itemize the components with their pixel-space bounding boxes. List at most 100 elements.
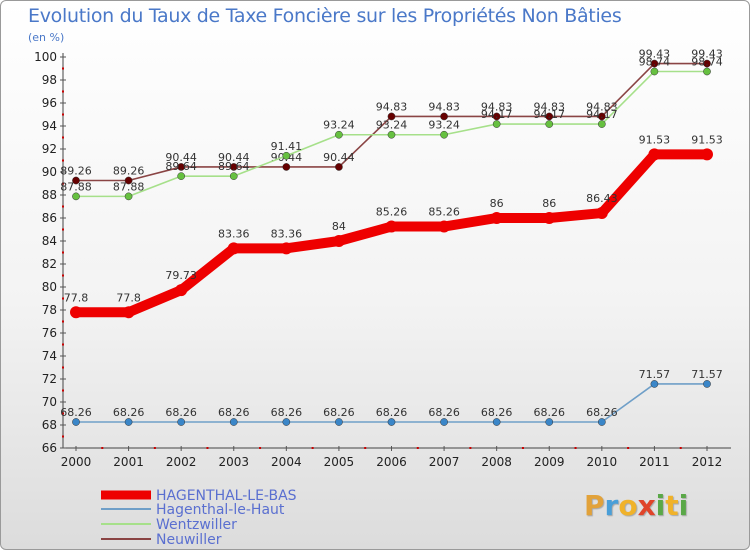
data-label: 91.41 xyxy=(271,140,303,153)
data-label: 90.44 xyxy=(218,151,250,164)
data-point xyxy=(72,418,80,426)
data-point xyxy=(648,148,661,161)
data-point xyxy=(335,418,343,426)
data-point xyxy=(703,59,711,68)
series-wentzwiller: 87.88 87.88 89.64 89.64 91.41 93.24 93.24 93.24… xyxy=(60,55,723,201)
data-label: 83.36 xyxy=(271,227,303,240)
x-tick-label: 2000 xyxy=(61,455,92,469)
data-point xyxy=(335,163,343,171)
data-point xyxy=(124,418,133,426)
data-label: 93.24 xyxy=(323,119,355,132)
legend-label: Wentzwiller xyxy=(156,517,237,533)
data-point xyxy=(650,59,659,68)
data-point xyxy=(332,235,345,247)
y-tick-label: 74 xyxy=(42,349,57,363)
data-point xyxy=(701,148,713,161)
legend-entry: Wentzwiller xyxy=(101,517,237,533)
y-minor-tick xyxy=(62,343,64,346)
data-point xyxy=(490,212,503,224)
x-minor-tick xyxy=(679,447,682,449)
y-tick-label: 78 xyxy=(42,303,57,317)
logo-letter: i xyxy=(678,489,689,522)
data-point xyxy=(597,120,606,128)
data-point xyxy=(282,151,291,160)
data-label: 93.24 xyxy=(428,119,460,132)
data-point xyxy=(387,130,396,139)
data-label: 94.83 xyxy=(428,100,460,113)
y-minor-tick xyxy=(62,67,64,70)
y-tick-label: 82 xyxy=(42,257,57,271)
y-minor-tick xyxy=(62,136,64,139)
y-tick-label: 80 xyxy=(42,280,57,294)
logo-letter: t xyxy=(665,489,679,522)
data-label: 90.44 xyxy=(165,151,197,164)
y-minor-tick xyxy=(62,435,64,438)
data-label: 68.26 xyxy=(165,406,197,419)
y-minor-tick xyxy=(62,320,64,323)
y-minor-tick xyxy=(62,228,64,231)
data-point xyxy=(124,176,133,185)
y-tick-label: 70 xyxy=(42,395,57,409)
data-label: 86.43 xyxy=(586,192,618,205)
y-minor-tick xyxy=(62,159,64,162)
data-label: 68.26 xyxy=(271,406,303,419)
y-tick-label: 76 xyxy=(42,326,57,340)
data-point xyxy=(227,242,240,255)
data-label: 68.26 xyxy=(534,406,566,419)
x-minor-tick xyxy=(574,447,577,449)
data-point xyxy=(282,163,291,171)
data-point xyxy=(438,220,451,233)
data-point xyxy=(545,418,554,426)
legend-entry: Hagenthal-le-Haut xyxy=(101,502,285,518)
y-minor-tick xyxy=(62,90,64,93)
data-point xyxy=(70,306,82,319)
data-label: 68.26 xyxy=(323,406,355,419)
data-label: 90.44 xyxy=(323,151,355,164)
x-tick-label: 2005 xyxy=(324,455,355,469)
data-point xyxy=(177,163,186,171)
data-point xyxy=(545,120,554,128)
data-label: 86 xyxy=(490,197,504,210)
data-point xyxy=(703,67,711,76)
y-tick-label: 88 xyxy=(42,188,57,202)
data-point xyxy=(440,130,448,139)
chart-title: Evolution du Taux de Taxe Foncière sur l… xyxy=(28,5,622,27)
data-point xyxy=(597,418,606,426)
x-tick-label: 2007 xyxy=(429,455,460,469)
data-label: 94.17 xyxy=(481,108,513,121)
logo-letter: i xyxy=(655,489,666,522)
legend-entry: HAGENTHAL-LE-BAS xyxy=(101,488,297,504)
legend-label: Hagenthal-le-Haut xyxy=(156,502,285,518)
series-neuwiller: 89.2689.2690.4490.4490.4490.4494.8394.83… xyxy=(60,48,723,185)
data-label: 89.26 xyxy=(113,165,145,178)
data-point xyxy=(492,418,501,426)
y-tick-label: 68 xyxy=(42,418,57,432)
y-tick-label: 84 xyxy=(42,234,57,248)
x-minor-tick xyxy=(153,447,156,449)
data-label: 86 xyxy=(542,197,556,210)
data-label: 98.74 xyxy=(639,55,671,68)
x-tick-label: 2010 xyxy=(587,455,618,469)
legend-label: HAGENTHAL-LE-BAS xyxy=(156,488,297,504)
data-label: 94.83 xyxy=(534,100,566,113)
y-tick-label: 90 xyxy=(42,165,57,179)
data-point xyxy=(229,418,238,426)
data-label: 68.26 xyxy=(60,406,92,419)
data-point xyxy=(492,112,501,121)
series-line xyxy=(71,149,712,318)
x-tick-label: 2004 xyxy=(271,455,302,469)
data-point xyxy=(543,212,556,224)
data-point xyxy=(385,220,398,233)
data-label: 98.74 xyxy=(691,55,723,68)
x-minor-tick xyxy=(469,447,472,449)
data-label: 94.17 xyxy=(534,108,566,121)
data-point xyxy=(72,192,80,201)
y-tick-label: 72 xyxy=(42,372,57,386)
x-minor-tick xyxy=(364,447,367,449)
y-minor-tick xyxy=(62,297,64,300)
data-label: 89.64 xyxy=(165,160,197,173)
y-tick-label: 92 xyxy=(42,142,57,156)
x-minor-tick xyxy=(521,447,524,449)
